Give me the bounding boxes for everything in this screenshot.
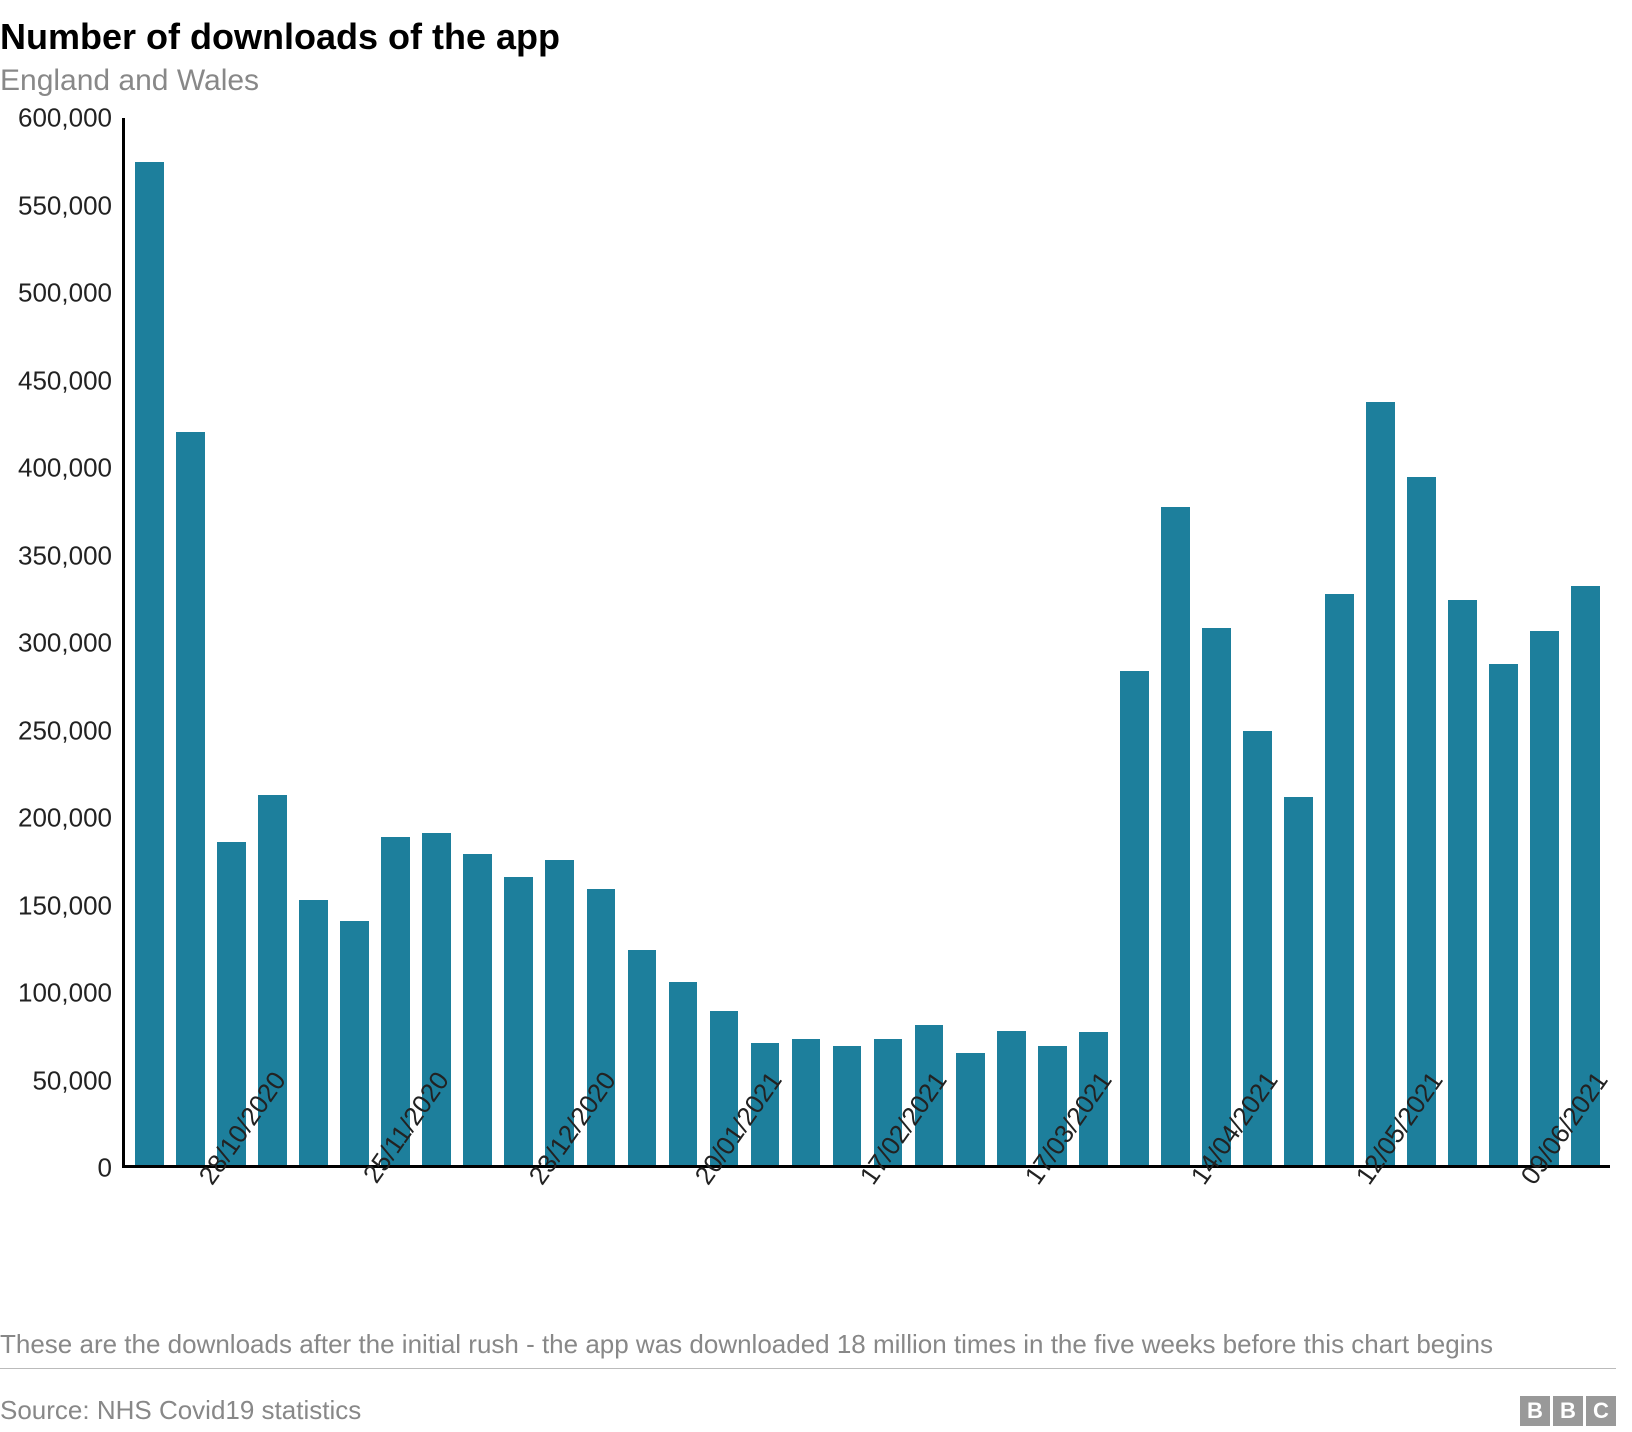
bar-slot [334, 118, 375, 1165]
bar-slot [375, 118, 416, 1165]
x-tick-label: 23/12/2020 [523, 1066, 623, 1190]
bar-slot [1524, 118, 1565, 1165]
y-tick-label: 150,000 [0, 890, 112, 921]
bar-slot [1237, 118, 1278, 1165]
bar-slot [1278, 118, 1319, 1165]
bar-slot [950, 118, 991, 1165]
chart-subtitle: England and Wales [0, 64, 1616, 98]
bar-slot [1073, 118, 1114, 1165]
x-axis-labels: 28/10/2020 25/11/2020 23/12/2020 20/01/2021… [122, 1060, 1626, 1260]
y-tick-label: 350,000 [0, 540, 112, 571]
x-tick-label: 17/03/2021 [1019, 1066, 1119, 1190]
bar-slot [498, 118, 539, 1165]
bbc-logo: BBC [1520, 1396, 1616, 1426]
x-tick-label: 12/05/2021 [1349, 1066, 1449, 1190]
y-tick-label: 550,000 [0, 190, 112, 221]
bbc-logo-block: C [1586, 1396, 1616, 1426]
bar-slot [1483, 118, 1524, 1165]
x-tick-label: 09/06/2021 [1515, 1066, 1615, 1190]
source-text: Source: NHS Covid19 statistics [0, 1395, 361, 1426]
bar-slot [293, 118, 334, 1165]
y-tick-label: 400,000 [0, 453, 112, 484]
bar-slot [909, 118, 950, 1165]
bar-slot [252, 118, 293, 1165]
chart-footnote: These are the downloads after the initia… [0, 1328, 1616, 1369]
bar-slot [786, 118, 827, 1165]
bar [1366, 402, 1395, 1165]
bar-slot [1032, 118, 1073, 1165]
bar-slot [827, 118, 868, 1165]
bar [176, 432, 205, 1165]
bar-slot [621, 118, 662, 1165]
y-tick-label: 600,000 [0, 103, 112, 134]
bar-slot [170, 118, 211, 1165]
y-tick-label: 450,000 [0, 365, 112, 396]
bar-slot [416, 118, 457, 1165]
x-tick-label: 25/11/2020 [357, 1066, 456, 1189]
bar-slot [1319, 118, 1360, 1165]
bar-slot [1442, 118, 1483, 1165]
plot-area [122, 118, 1610, 1168]
bar-slot [580, 118, 621, 1165]
bar-slot [1196, 118, 1237, 1165]
bar-slot [1401, 118, 1442, 1165]
bar-slot [1360, 118, 1401, 1165]
bar-slot [1114, 118, 1155, 1165]
bar-slot [539, 118, 580, 1165]
chart-area: 050,000100,000150,000200,000250,000300,0… [0, 118, 1616, 1168]
y-axis: 050,000100,000150,000200,000250,000300,0… [0, 118, 120, 1168]
chart-title: Number of downloads of the app [0, 16, 1616, 58]
bar-slot [1565, 118, 1606, 1165]
bar-slot [744, 118, 785, 1165]
y-tick-label: 250,000 [0, 715, 112, 746]
y-tick-label: 0 [0, 1153, 112, 1184]
y-tick-label: 300,000 [0, 628, 112, 659]
bar-slot [662, 118, 703, 1165]
bars-container [125, 118, 1610, 1165]
bar-slot [868, 118, 909, 1165]
source-row: Source: NHS Covid19 statistics BBC [0, 1395, 1616, 1426]
y-tick-label: 100,000 [0, 978, 112, 1009]
y-tick-label: 200,000 [0, 803, 112, 834]
bar-slot [211, 118, 252, 1165]
y-tick-label: 500,000 [0, 278, 112, 309]
bar-slot [991, 118, 1032, 1165]
bar-slot [457, 118, 498, 1165]
x-tick-label: 17/02/2021 [853, 1066, 953, 1190]
y-tick-label: 50,000 [0, 1065, 112, 1096]
bar-slot [703, 118, 744, 1165]
bbc-logo-block: B [1553, 1396, 1583, 1426]
x-tick-label: 14/04/2021 [1184, 1066, 1284, 1190]
x-tick-label: 20/01/2021 [688, 1066, 788, 1190]
bbc-logo-block: B [1520, 1396, 1550, 1426]
bar-slot [129, 118, 170, 1165]
bar [135, 162, 164, 1165]
bar-slot [1155, 118, 1196, 1165]
x-tick-label: 28/10/2020 [192, 1066, 292, 1190]
